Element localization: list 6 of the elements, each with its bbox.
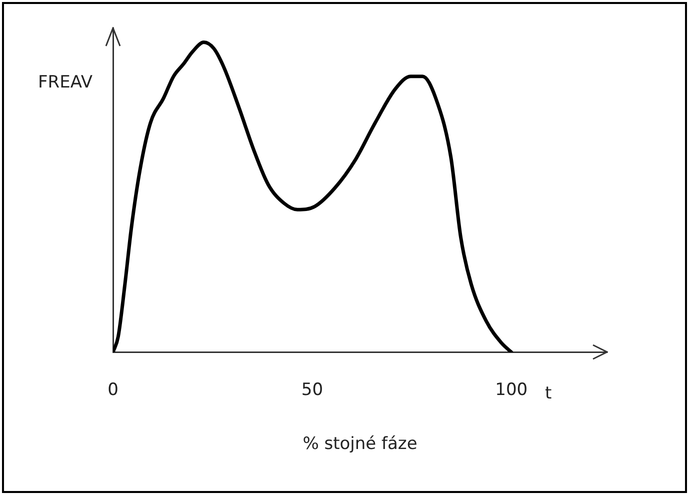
x-tick-label: 0 [108, 380, 118, 400]
x-tick-label: 100 [495, 380, 528, 400]
text: t [545, 384, 552, 404]
x-tick-label: 50 [301, 380, 324, 400]
x-axis-title: % stojné fáze [302, 434, 418, 454]
y-axis-title: FREAV [38, 72, 93, 92]
